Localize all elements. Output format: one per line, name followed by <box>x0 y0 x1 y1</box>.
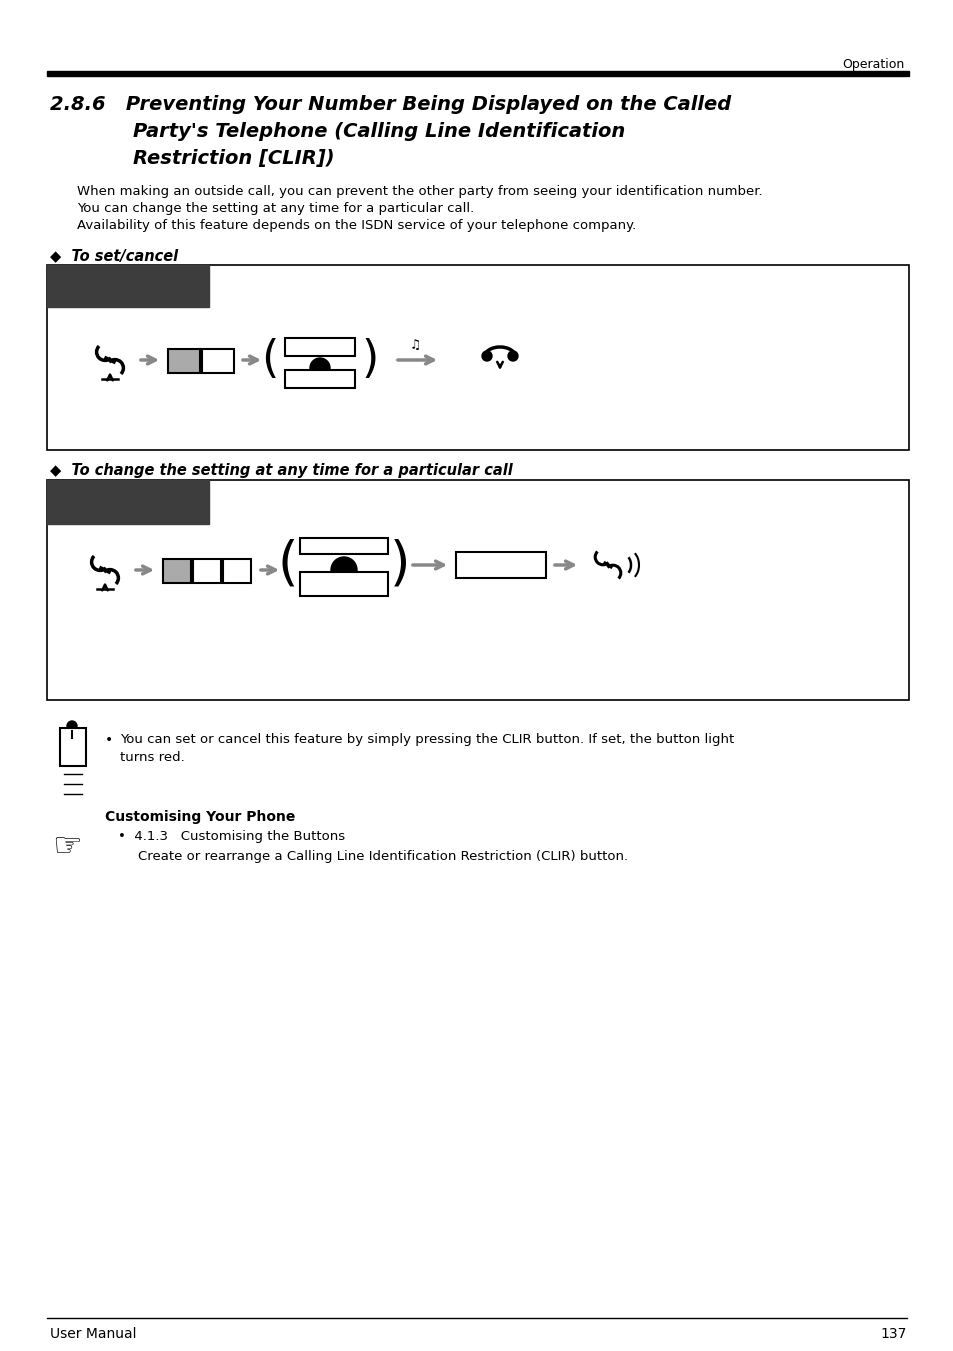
Bar <box>163 559 191 584</box>
Circle shape <box>481 351 492 361</box>
Text: Customising Your Phone: Customising Your Phone <box>105 811 295 824</box>
Text: ): ) <box>390 539 410 590</box>
Text: Availability of this feature depends on the ISDN service of your telephone compa: Availability of this feature depends on … <box>77 219 636 232</box>
Text: 2.8.6   Preventing Your Number Being Displayed on the Called: 2.8.6 Preventing Your Number Being Displ… <box>50 95 731 113</box>
Text: ◆  To change the setting at any time for a particular call: ◆ To change the setting at any time for … <box>50 463 512 478</box>
Text: (: ( <box>277 539 298 590</box>
Text: You can set or cancel this feature by simply pressing the CLIR button. If set, t: You can set or cancel this feature by si… <box>120 734 734 746</box>
Text: ♫: ♫ <box>409 339 420 353</box>
Circle shape <box>67 721 77 731</box>
Text: Restriction [CLIR]): Restriction [CLIR]) <box>132 149 335 168</box>
Bar <box>299 571 388 596</box>
Text: Party's Telephone (Calling Line Identification: Party's Telephone (Calling Line Identifi… <box>132 122 624 141</box>
Text: 137: 137 <box>880 1327 906 1342</box>
Bar <box>223 559 251 584</box>
Bar <box>193 559 221 584</box>
Bar <box>456 553 545 578</box>
Text: turns red.: turns red. <box>120 751 185 765</box>
Bar <box>285 370 355 388</box>
Bar <box>47 72 908 76</box>
Text: ): ) <box>361 339 378 381</box>
Circle shape <box>310 358 330 378</box>
Bar <box>47 265 908 450</box>
Bar <box>202 349 233 373</box>
Bar <box>47 265 209 307</box>
Circle shape <box>331 557 356 584</box>
Text: (: ( <box>261 339 278 381</box>
Text: You can change the setting at any time for a particular call.: You can change the setting at any time f… <box>77 203 474 215</box>
Bar <box>60 728 86 766</box>
Text: Create or rearrange a Calling Line Identification Restriction (CLIR) button.: Create or rearrange a Calling Line Ident… <box>138 850 627 863</box>
Text: ☞: ☞ <box>52 830 82 863</box>
Bar <box>47 480 908 700</box>
Text: ◆  To set/cancel: ◆ To set/cancel <box>50 249 178 263</box>
Text: Operation: Operation <box>841 58 904 72</box>
Text: •  4.1.3   Customising the Buttons: • 4.1.3 Customising the Buttons <box>118 830 345 843</box>
Text: •: • <box>105 734 113 747</box>
Bar <box>285 338 355 357</box>
Bar <box>47 480 209 524</box>
Bar <box>168 349 200 373</box>
Circle shape <box>507 351 517 361</box>
Text: When making an outside call, you can prevent the other party from seeing your id: When making an outside call, you can pre… <box>77 185 761 199</box>
Text: User Manual: User Manual <box>50 1327 136 1342</box>
Bar <box>299 538 388 554</box>
